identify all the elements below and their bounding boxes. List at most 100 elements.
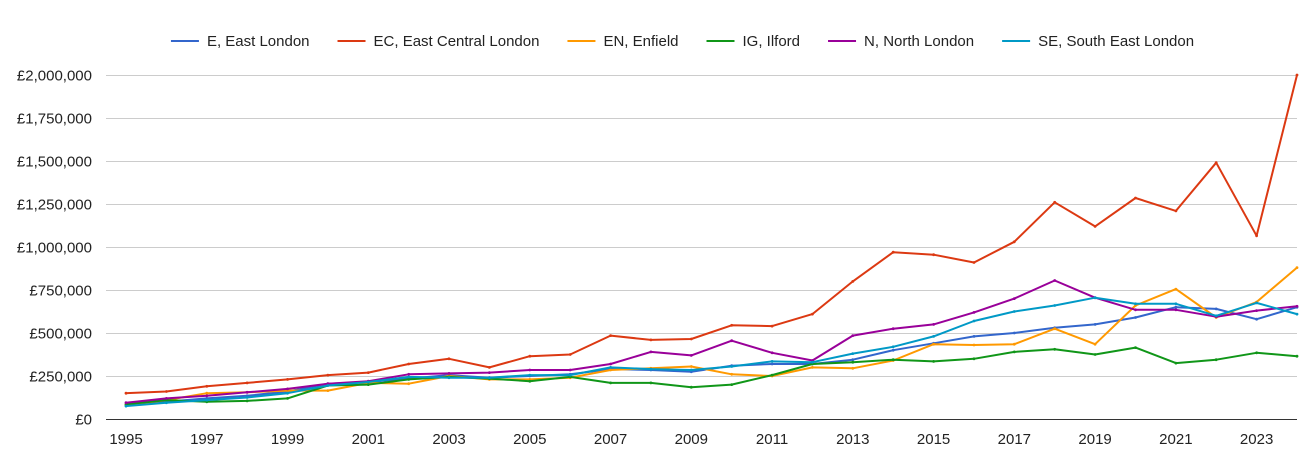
- data-point: [447, 357, 451, 361]
- series-1: [124, 73, 1299, 395]
- x-tick-label: 2019: [1078, 431, 1111, 448]
- data-point: [326, 373, 330, 377]
- data-point: [1053, 327, 1057, 331]
- x-axis: 1995 1997 1999 2001 2003 2005 2007 2009 2011 2013…: [109, 431, 1273, 448]
- legend-item[interactable]: IG, Ilford: [706, 33, 801, 50]
- data-point: [649, 367, 653, 371]
- x-tick-label: 1997: [190, 431, 223, 448]
- x-tick-label: 1995: [109, 431, 142, 448]
- data-point: [811, 312, 814, 316]
- data-point: [286, 391, 289, 395]
- data-point: [851, 360, 855, 364]
- data-point: [1053, 200, 1057, 204]
- data-point: [1174, 361, 1178, 365]
- data-point: [407, 362, 411, 366]
- data-point: [609, 366, 612, 369]
- data-point: [932, 342, 935, 346]
- data-point: [811, 366, 814, 369]
- data-point: [366, 371, 370, 374]
- legend-item[interactable]: N, North London: [828, 33, 974, 50]
- legend-item[interactable]: EN, Enfield: [567, 33, 679, 50]
- data-point: [245, 399, 249, 403]
- y-tick-label: £250,000: [29, 369, 92, 386]
- data-point: [1012, 342, 1016, 346]
- data-point: [891, 345, 895, 349]
- legend-item[interactable]: SE, South East London: [1002, 33, 1194, 50]
- data-point: [407, 372, 411, 376]
- data-point: [1134, 346, 1137, 349]
- x-tick-label: 2013: [836, 431, 869, 448]
- data-point: [1093, 342, 1097, 346]
- data-point: [730, 372, 734, 376]
- y-tick-label: £500,000: [29, 326, 92, 343]
- data-point: [730, 339, 734, 343]
- data-point: [528, 373, 532, 377]
- data-point: [568, 353, 572, 356]
- data-point: [972, 261, 976, 264]
- series-line: [125, 266, 1298, 407]
- x-tick-label: 2021: [1159, 431, 1192, 448]
- x-tick-label: 1999: [271, 431, 304, 448]
- data-point: [1012, 331, 1016, 335]
- data-point: [124, 401, 128, 405]
- data-point: [447, 372, 451, 375]
- data-point: [1174, 308, 1178, 312]
- data-point: [932, 323, 935, 326]
- data-point: [1255, 301, 1258, 305]
- data-point: [972, 357, 976, 361]
- legend-item[interactable]: EC, East Central London: [337, 33, 540, 50]
- data-point: [366, 383, 370, 386]
- data-point: [1295, 73, 1299, 77]
- data-point: [1255, 317, 1258, 321]
- data-point: [488, 376, 491, 380]
- data-point: [245, 381, 249, 385]
- y-tick-label: £1,500,000: [17, 154, 92, 171]
- data-point: [286, 378, 289, 381]
- data-point: [488, 371, 491, 374]
- data-point: [205, 398, 209, 402]
- data-point: [1295, 304, 1299, 308]
- data-point: [528, 354, 532, 358]
- data-point: [1214, 358, 1218, 362]
- data-point: [205, 384, 209, 388]
- data-point: [165, 390, 168, 393]
- data-point: [1093, 323, 1097, 326]
- data-point: [689, 337, 693, 341]
- data-point: [609, 362, 612, 366]
- legend-label: IG, Ilford: [743, 33, 801, 50]
- data-point: [568, 373, 572, 377]
- data-point: [649, 350, 653, 354]
- data-point: [770, 324, 774, 328]
- data-point: [730, 383, 734, 386]
- data-point: [851, 334, 855, 337]
- data-point: [1134, 308, 1137, 312]
- data-point: [770, 360, 774, 363]
- data-point: [245, 396, 249, 399]
- legend-label: EN, Enfield: [603, 33, 678, 50]
- data-point: [1295, 354, 1299, 358]
- data-point: [770, 373, 774, 377]
- data-point: [447, 376, 451, 380]
- data-point: [1295, 312, 1299, 316]
- data-point: [1012, 350, 1016, 354]
- data-point: [1134, 196, 1137, 200]
- data-point: [1093, 225, 1097, 228]
- series-lines: [124, 73, 1299, 408]
- series-line: [125, 296, 1298, 408]
- x-tick-label: 2017: [998, 431, 1031, 448]
- data-point: [1174, 287, 1178, 291]
- data-point: [1093, 296, 1097, 300]
- data-point: [851, 358, 855, 362]
- x-tick-label: 2007: [594, 431, 627, 448]
- data-point: [366, 380, 370, 384]
- x-tick-label: 2009: [675, 431, 708, 448]
- legend-label: SE, South East London: [1038, 33, 1194, 50]
- data-point: [407, 378, 411, 381]
- data-point: [689, 354, 693, 357]
- data-point: [770, 351, 774, 355]
- data-point: [609, 368, 612, 372]
- legend-item[interactable]: E, East London: [170, 33, 310, 50]
- data-point: [286, 397, 289, 400]
